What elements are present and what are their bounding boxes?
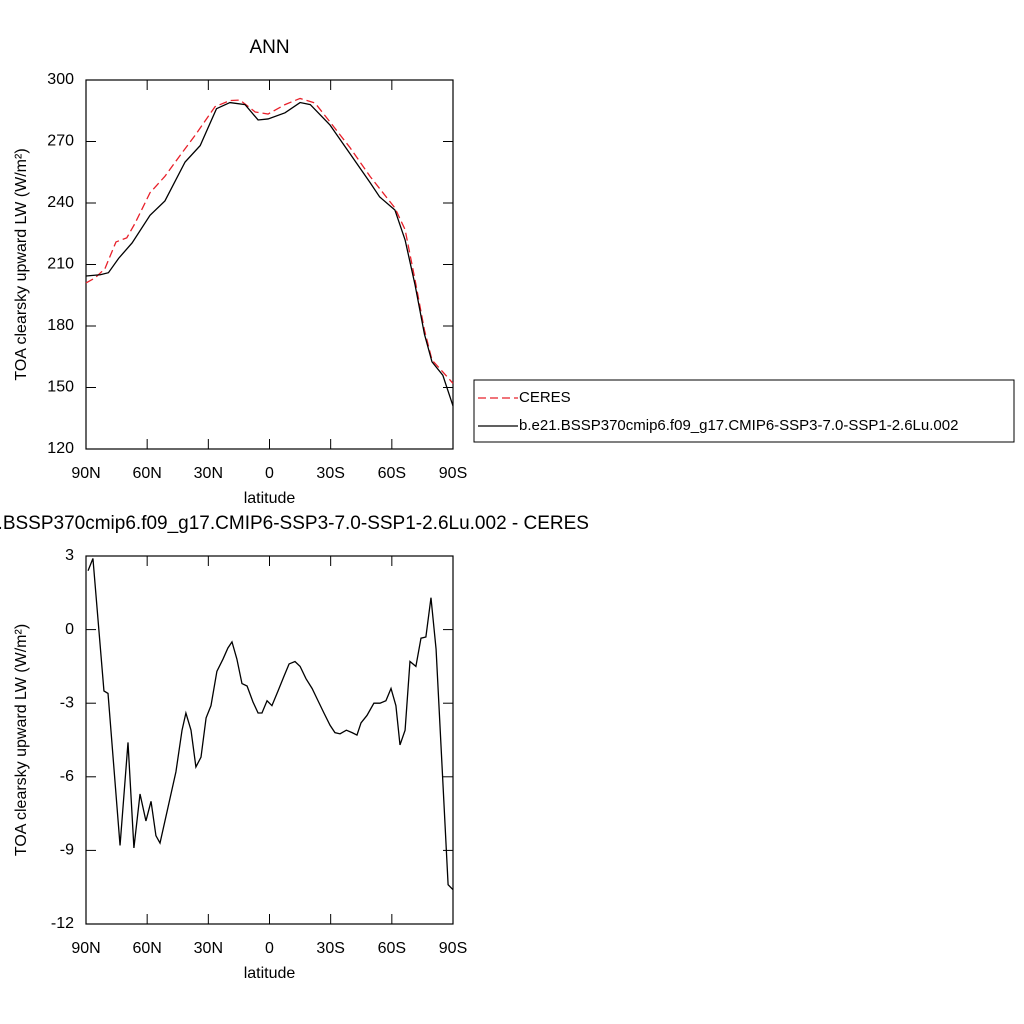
x-tick-label: 30N: [194, 465, 223, 482]
y-tick-label: 0: [65, 621, 74, 638]
data-line: [85, 97, 454, 384]
y-tick-label: 150: [47, 379, 74, 396]
x-tick-label: 30S: [316, 465, 344, 482]
x-tick-label: 90N: [71, 465, 100, 482]
x-tick-label: 90S: [439, 465, 467, 482]
y-tick-label: 180: [47, 317, 74, 334]
y-tick-label: 240: [47, 194, 74, 211]
legend-label: CERES: [519, 389, 571, 406]
x-tick-label: 60N: [132, 465, 161, 482]
y-tick-label: -12: [51, 915, 74, 932]
chart-title: ANN: [249, 37, 289, 58]
data-line: [87, 558, 454, 891]
y-tick-label: -9: [60, 842, 74, 859]
x-tick-label: 60S: [378, 940, 406, 957]
x-tick-label: 90N: [71, 940, 100, 957]
data-line: [85, 101, 454, 407]
y-axis-label: TOA clearsky upward LW (W/m²): [13, 148, 30, 380]
x-tick-label: 0: [265, 940, 274, 957]
x-axis-label: latitude: [244, 965, 296, 982]
chart-title: b.e21.BSSP370cmip6.f09_g17.CMIP6-SSP3-7.…: [0, 513, 589, 534]
x-tick-label: 0: [265, 465, 274, 482]
y-tick-label: 3: [65, 547, 74, 564]
y-tick-label: 210: [47, 256, 74, 273]
x-tick-label: 90S: [439, 940, 467, 957]
x-tick-label: 30S: [316, 940, 344, 957]
x-tick-label: 60S: [378, 465, 406, 482]
x-tick-label: 30N: [194, 940, 223, 957]
x-axis-label: latitude: [244, 490, 296, 507]
legend-box: [473, 379, 1015, 443]
x-tick-label: 60N: [132, 940, 161, 957]
y-tick-label: -6: [60, 768, 74, 785]
plot-frame: [85, 79, 454, 450]
y-tick-label: 120: [47, 440, 74, 457]
y-tick-label: -3: [60, 694, 74, 711]
y-tick-label: 270: [47, 133, 74, 150]
plot-frame: [85, 555, 454, 925]
legend-label: b.e21.BSSP370cmip6.f09_g17.CMIP6-SSP3-7.…: [519, 417, 958, 434]
y-tick-label: 300: [47, 71, 74, 88]
y-axis-label: TOA clearsky upward LW (W/m²): [13, 624, 30, 856]
